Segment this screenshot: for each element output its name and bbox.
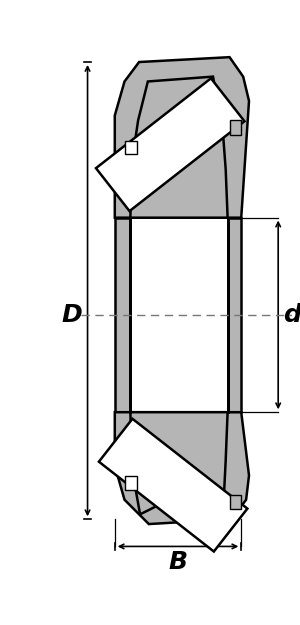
Bar — [125, 141, 137, 154]
Bar — [230, 495, 241, 509]
Bar — [125, 476, 137, 490]
Bar — [228, 217, 241, 412]
Text: B: B — [169, 550, 188, 574]
Text: d: d — [283, 303, 300, 327]
Polygon shape — [130, 77, 228, 218]
Polygon shape — [115, 412, 249, 524]
Polygon shape — [96, 78, 244, 211]
Bar — [230, 121, 241, 135]
Polygon shape — [115, 57, 249, 218]
Polygon shape — [99, 419, 247, 551]
Bar — [115, 217, 130, 412]
Polygon shape — [130, 412, 228, 514]
Text: D: D — [61, 303, 82, 327]
